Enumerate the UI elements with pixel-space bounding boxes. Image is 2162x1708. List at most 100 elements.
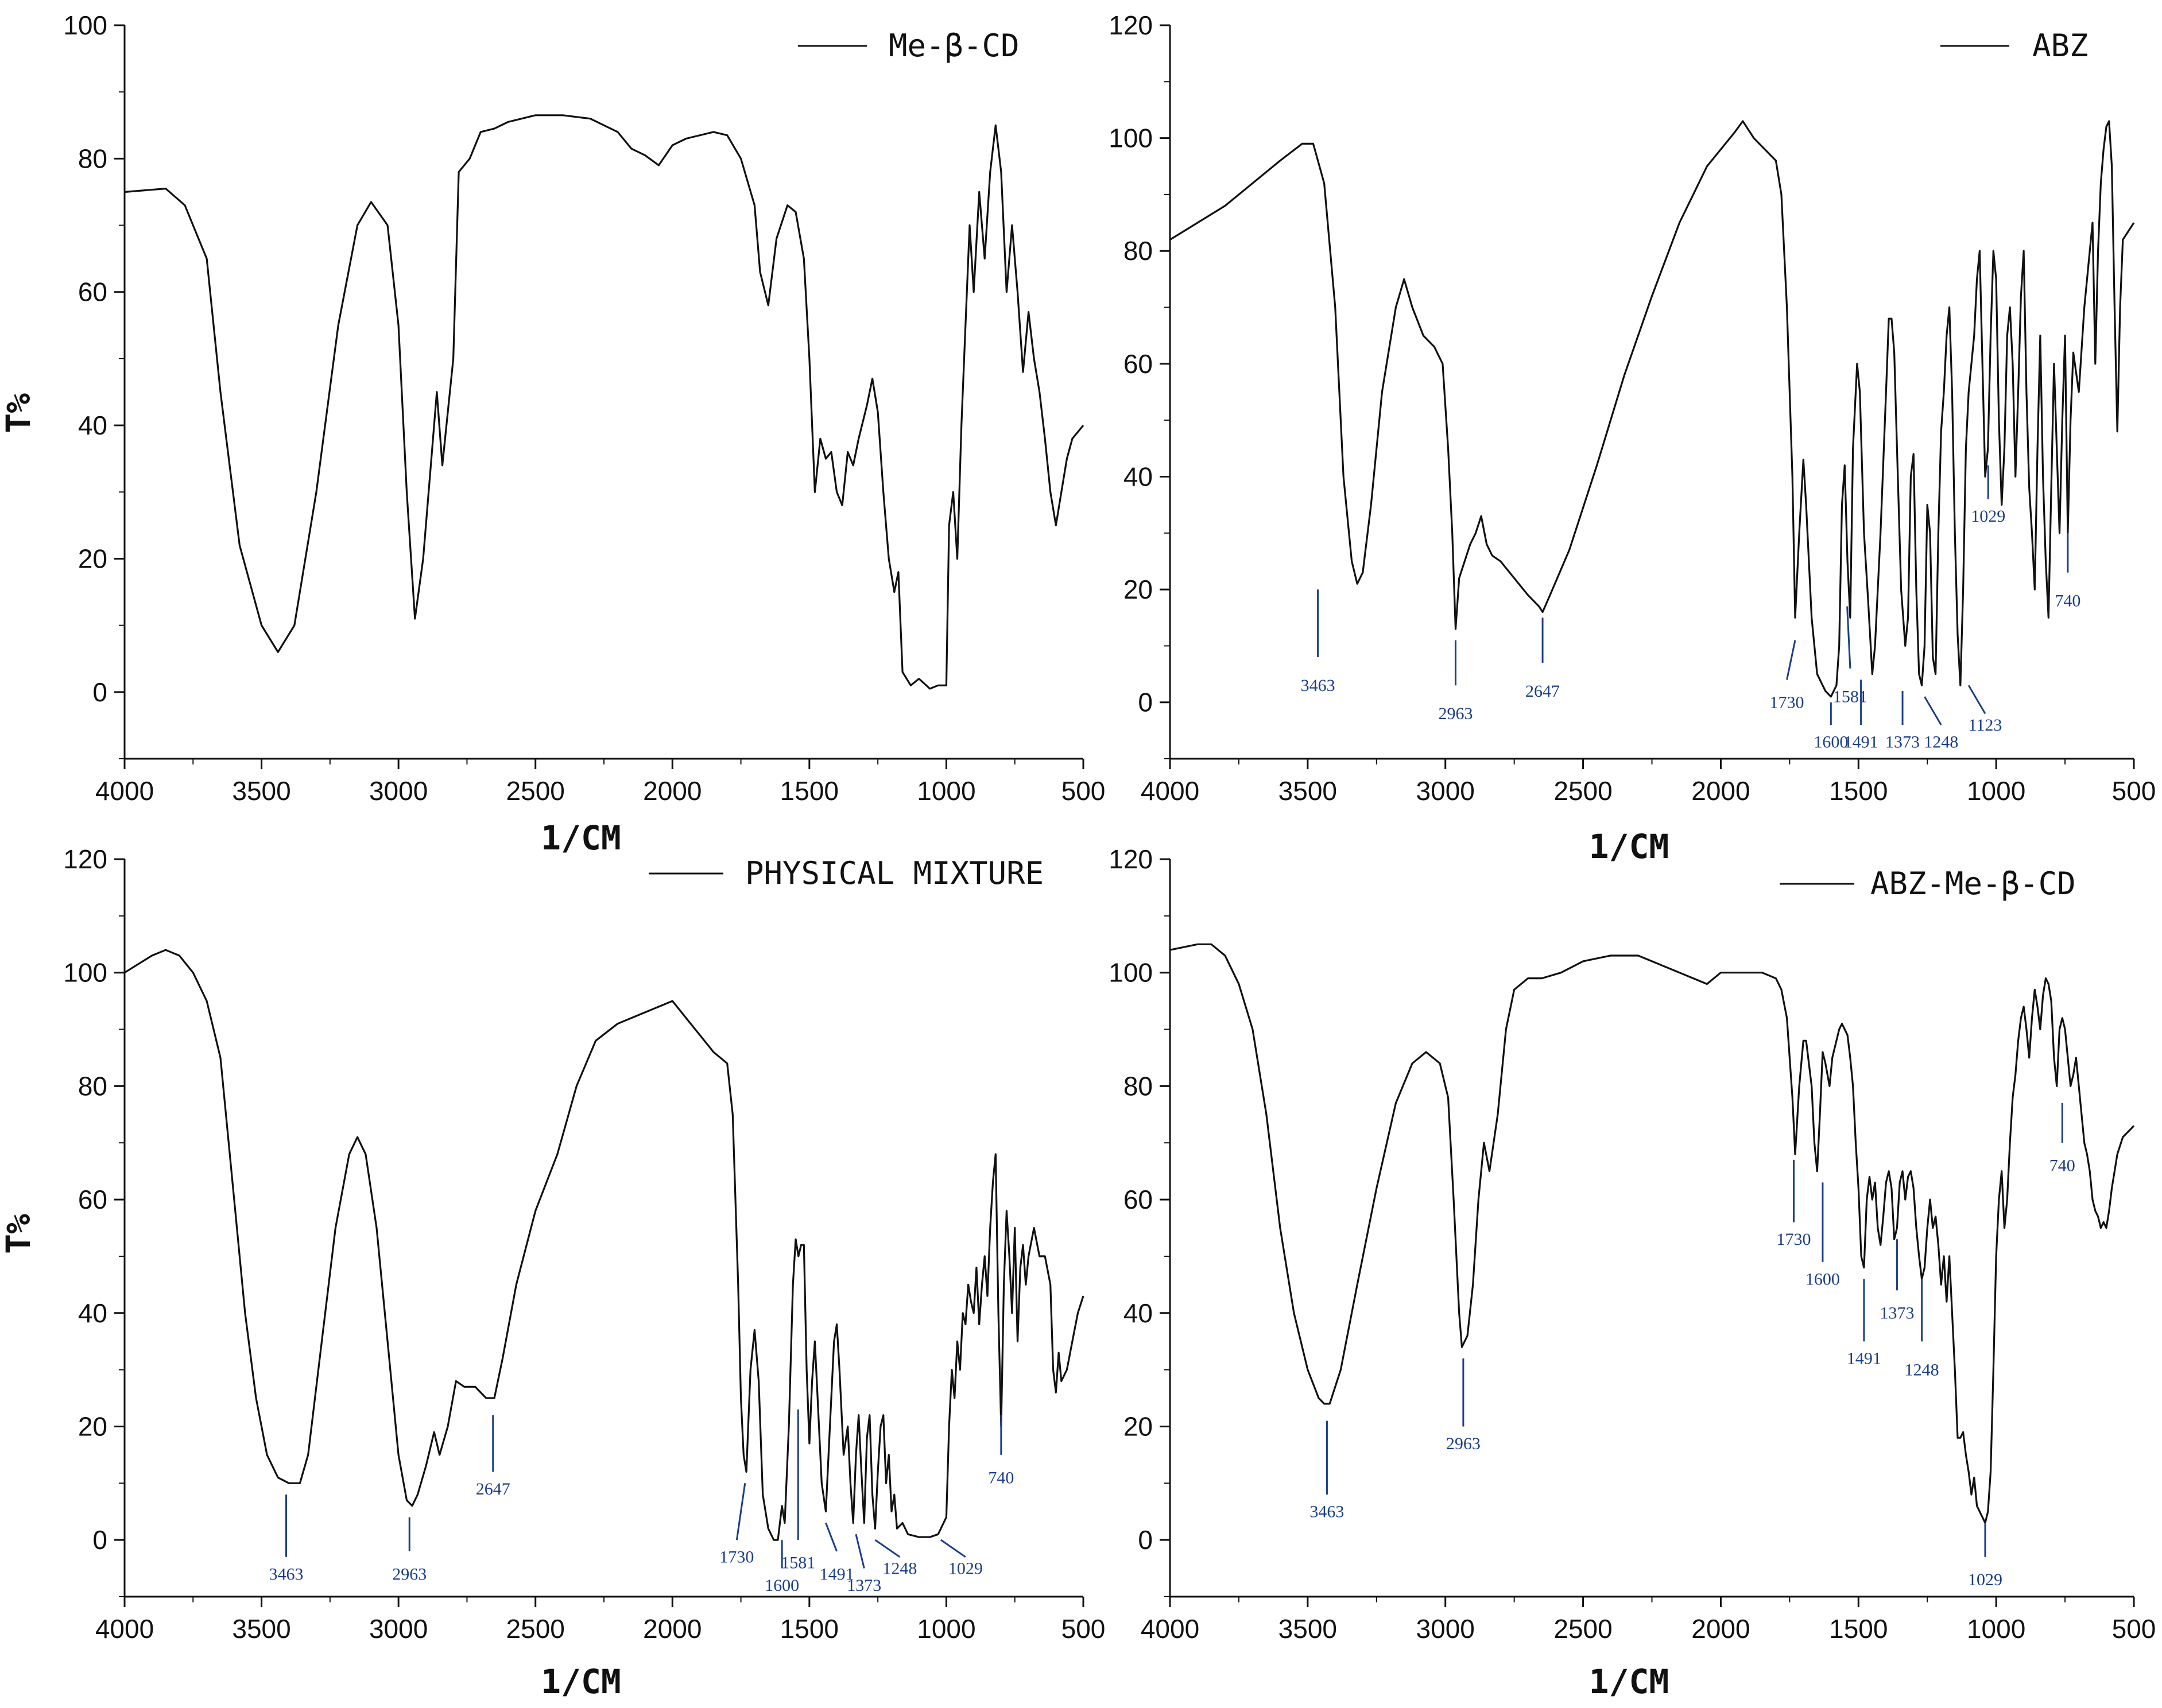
x-tick-label: 1000	[1967, 776, 2025, 806]
peak-marker	[1846, 606, 1851, 669]
x-tick-label: 1000	[1967, 1614, 2025, 1644]
peak-label: 1373	[1885, 732, 1920, 751]
y-tick-label: 60	[78, 277, 107, 307]
y-tick-label: 60	[1123, 349, 1153, 379]
chart-me-beta-cd: 4000 3500 3000 2500 2000 1500 1000 500 0 20 40 60 80…	[0, 10, 1105, 857]
y-tick-label: 0	[1138, 1525, 1153, 1555]
x-axis-title: 1/CM	[1589, 827, 1669, 866]
x-tick-label: 3000	[369, 776, 428, 806]
y-tick-label: 120	[63, 844, 107, 874]
x-tick-label: 3000	[1416, 1614, 1475, 1644]
x-tick-label: 1500	[780, 776, 839, 806]
y-tick-label: 80	[78, 1071, 107, 1101]
peak-marker	[735, 1483, 746, 1540]
peak-marker	[874, 1539, 901, 1558]
x-tick-label: 2500	[506, 776, 565, 806]
y-tick-label: 20	[78, 1411, 107, 1441]
legend-label: PHYSICAL MIXTURE	[745, 855, 1044, 891]
y-axis-title: T%	[0, 393, 38, 433]
peak-label: 1029	[1971, 507, 2005, 526]
legend-label: ABZ-Me-β-CD	[1870, 865, 2076, 902]
peak-label: 2647	[1525, 682, 1560, 701]
y-tick-label: 120	[1109, 10, 1153, 40]
y-tick-label: 0	[92, 1525, 107, 1555]
peak-label: 1248	[882, 1559, 917, 1578]
peak-label: 1248	[1924, 732, 1958, 751]
peak-label: 1730	[1777, 1230, 1811, 1249]
x-tick-label: 500	[2112, 1614, 2156, 1644]
x-tick-label: 2000	[643, 776, 702, 806]
peak-label: 2963	[1438, 704, 1473, 723]
y-tick-label: 100	[63, 958, 107, 988]
peak-label: 1248	[1905, 1361, 1939, 1380]
chart-physical-mixture: 4000 3500 3000 2500 2000 1500 1000 500 0 20 40 60 80…	[0, 844, 1105, 1701]
x-axis-title: 1/CM	[541, 1662, 621, 1701]
x-tick-label: 2000	[643, 1614, 702, 1644]
x-tick-label: 4000	[1141, 776, 1199, 806]
y-tick-label: 80	[1123, 1071, 1153, 1101]
x-tick-label: 2000	[1691, 776, 1750, 806]
x-tick-label: 1500	[1829, 1614, 1888, 1644]
spectrum-line	[1169, 120, 2135, 698]
y-tick-label: 120	[1109, 844, 1153, 874]
x-tick-label: 3500	[232, 1614, 290, 1644]
y-tick-label: 20	[78, 544, 107, 573]
spectrum-line	[124, 114, 1084, 690]
y-tick-label: 60	[1123, 1185, 1153, 1214]
y-tick-label: 80	[1123, 236, 1153, 266]
x-tick-label: 2000	[1691, 1614, 1750, 1644]
y-tick-label: 100	[1109, 958, 1153, 988]
legend-label: Me-β-CD	[889, 28, 1020, 64]
x-tick-label: 1500	[1829, 776, 1888, 806]
peak-label: 1491	[820, 1565, 854, 1583]
peak-label: 1600	[1814, 732, 1848, 751]
peak-label: 1600	[765, 1576, 799, 1595]
peak-label: 1029	[1968, 1570, 2002, 1589]
y-tick-label: 40	[1123, 1298, 1153, 1328]
x-tick-label: 3500	[1278, 776, 1337, 806]
peak-label: 740	[2049, 1156, 2075, 1175]
y-tick-label: 40	[78, 1298, 107, 1328]
y-tick-label: 0	[1138, 688, 1153, 717]
peak-label: 1029	[948, 1559, 983, 1578]
peak-label: 1600	[1805, 1270, 1840, 1288]
peak-marker	[855, 1534, 865, 1569]
x-tick-label: 3000	[369, 1614, 428, 1644]
x-tick-label: 3500	[232, 776, 290, 806]
peak-marker	[825, 1522, 838, 1552]
peak-label: 1373	[847, 1576, 881, 1595]
peak-label: 3463	[269, 1565, 304, 1583]
y-tick-label: 20	[1123, 574, 1153, 604]
y-tick-label: 20	[1123, 1411, 1153, 1441]
y-tick-label: 0	[92, 677, 107, 707]
peak-label: 1123	[1969, 716, 2002, 735]
peak-label: 2647	[476, 1480, 510, 1499]
peak-label: 2963	[392, 1565, 427, 1583]
peak-label: 740	[988, 1468, 1014, 1487]
x-tick-label: 4000	[1141, 1614, 1199, 1644]
spectrum-line	[124, 949, 1084, 1541]
x-axis-title: 1/CM	[1589, 1662, 1669, 1701]
x-axis-title: 1/CM	[541, 818, 621, 857]
y-tick-label: 100	[63, 10, 107, 40]
peak-marker	[1786, 640, 1796, 680]
x-tick-label: 3500	[1278, 1614, 1337, 1644]
peak-label: 1730	[1770, 693, 1804, 712]
spectrum-line	[1169, 943, 2135, 1524]
peak-marker	[1967, 685, 1986, 715]
x-tick-label: 1500	[780, 1614, 839, 1644]
peak-label: 740	[2055, 592, 2080, 611]
peak-label: 1373	[1880, 1304, 1914, 1323]
x-tick-label: 500	[1061, 776, 1106, 806]
y-tick-label: 60	[78, 1185, 107, 1214]
x-tick-label: 4000	[95, 1614, 154, 1644]
x-tick-label: 2500	[506, 1614, 565, 1644]
legend-label: ABZ	[2032, 28, 2089, 64]
peak-label: 3463	[1309, 1503, 1344, 1521]
x-tick-label: 2500	[1553, 1614, 1612, 1644]
y-tick-label: 40	[1123, 461, 1153, 491]
peak-label: 1491	[1847, 1349, 1881, 1368]
x-tick-label: 4000	[95, 776, 154, 806]
x-tick-label: 2500	[1553, 776, 1612, 806]
